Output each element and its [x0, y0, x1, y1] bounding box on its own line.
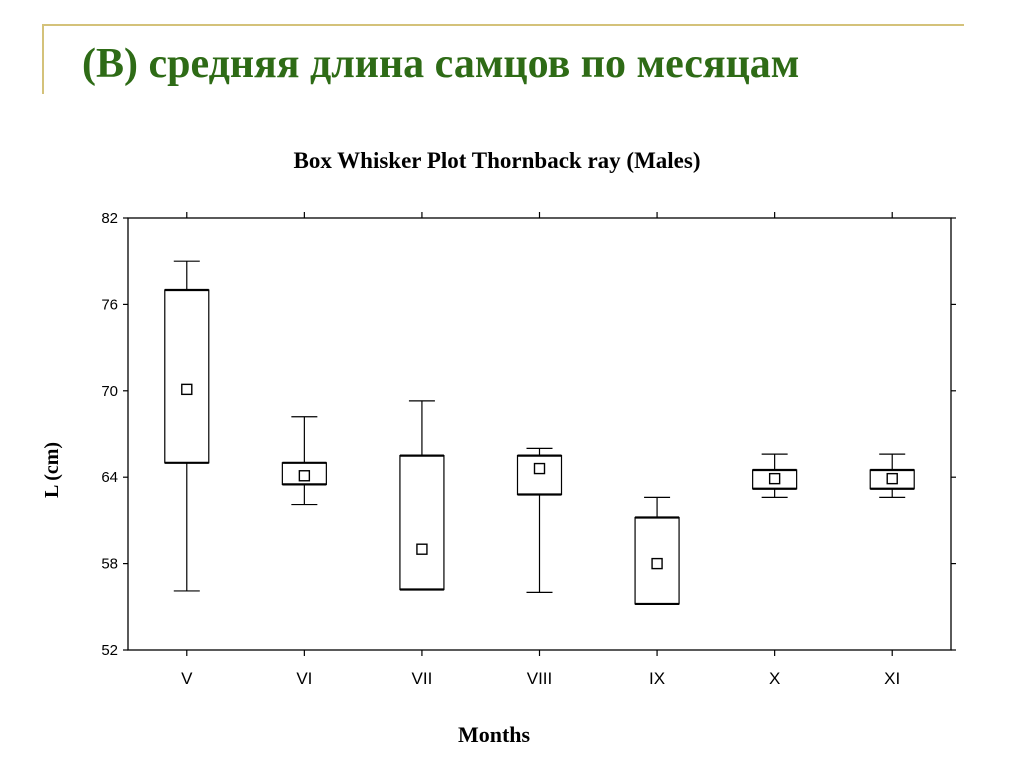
box [516, 455, 563, 496]
mean-marker [886, 472, 898, 485]
x-tick-label: VI [296, 669, 312, 688]
mean-marker [768, 472, 781, 485]
box [164, 289, 210, 464]
mean-marker [651, 557, 663, 570]
x-tick-label: IX [649, 669, 665, 688]
x-tick-label: XI [884, 669, 900, 688]
x-axis-label: Months [458, 722, 531, 747]
slide-title: (B) средняя длина самцов по месяцам [82, 41, 800, 87]
x-tick-label: VIII [527, 669, 553, 688]
y-tick-label: 82 [101, 210, 118, 227]
mean-marker [298, 470, 311, 482]
y-tick-label: 70 [101, 383, 118, 400]
y-tick-label: 76 [101, 296, 118, 313]
y-tick-label: 64 [101, 469, 118, 486]
x-tick-label: V [181, 669, 193, 688]
accent-line-vertical [42, 24, 44, 94]
accent-line-horizontal [42, 24, 964, 26]
x-tick-label: X [769, 669, 780, 688]
x-tick-label: VII [412, 669, 433, 688]
y-tick-label: 52 [101, 642, 118, 659]
y-axis-label: L (cm) [41, 442, 63, 498]
mean-marker [416, 543, 428, 555]
y-tick-label: 58 [101, 556, 118, 573]
mean-marker [533, 462, 546, 475]
mean-marker [181, 383, 193, 396]
chart-title: Box Whisker Plot Thornback ray (Males) [294, 148, 701, 173]
box [399, 455, 445, 591]
